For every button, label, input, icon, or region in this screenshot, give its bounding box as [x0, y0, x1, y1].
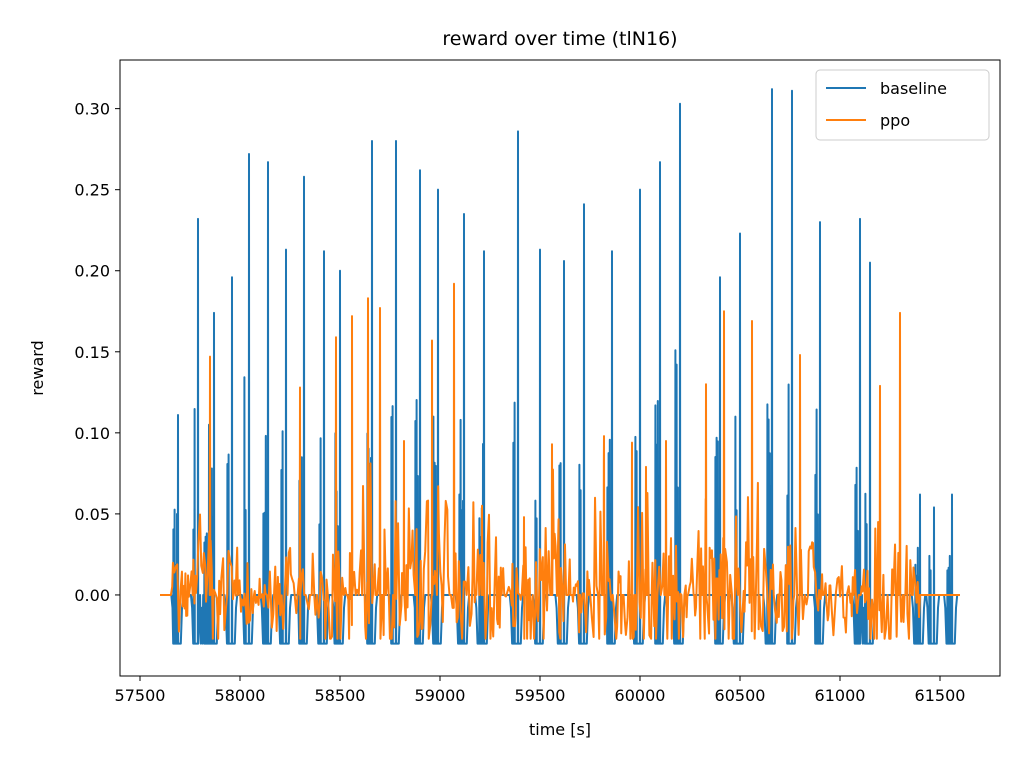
x-tick-label: 61500	[915, 686, 966, 705]
y-axis: 0.00 0.05 0.10 0.15 0.20 0.25 0.30	[74, 100, 120, 605]
series-line-baseline	[160, 88, 960, 645]
x-tick-label: 59500	[515, 686, 566, 705]
legend-label-baseline: baseline	[880, 79, 947, 98]
x-tick-label: 61000	[815, 686, 866, 705]
y-tick-label: 0.05	[74, 505, 110, 524]
series-layer	[160, 88, 960, 645]
x-tick-label: 58500	[315, 686, 366, 705]
x-axis-label: time [s]	[529, 720, 591, 739]
y-axis-label: reward	[28, 340, 47, 395]
chart-title: reward over time (tlN16)	[442, 28, 677, 50]
y-tick-label: 0.00	[74, 586, 110, 605]
y-tick-label: 0.20	[74, 262, 110, 281]
y-tick-label: 0.30	[74, 100, 110, 119]
x-tick-label: 60000	[615, 686, 666, 705]
x-tick-label: 58000	[215, 686, 266, 705]
x-tick-label: 60500	[715, 686, 766, 705]
x-tick-label: 57500	[115, 686, 166, 705]
plot-frame	[119, 59, 1001, 677]
y-tick-label: 0.25	[74, 181, 110, 200]
x-tick-label: 59000	[415, 686, 466, 705]
y-tick-label: 0.15	[74, 343, 110, 362]
legend-label-ppo: ppo	[880, 111, 910, 130]
series-line-ppo	[160, 282, 960, 640]
x-axis: 57500 58000 58500 59000 59500 60000 60500 61000…	[115, 676, 966, 705]
y-tick-label: 0.10	[74, 424, 110, 443]
legend: baseline ppo	[815, 69, 990, 141]
